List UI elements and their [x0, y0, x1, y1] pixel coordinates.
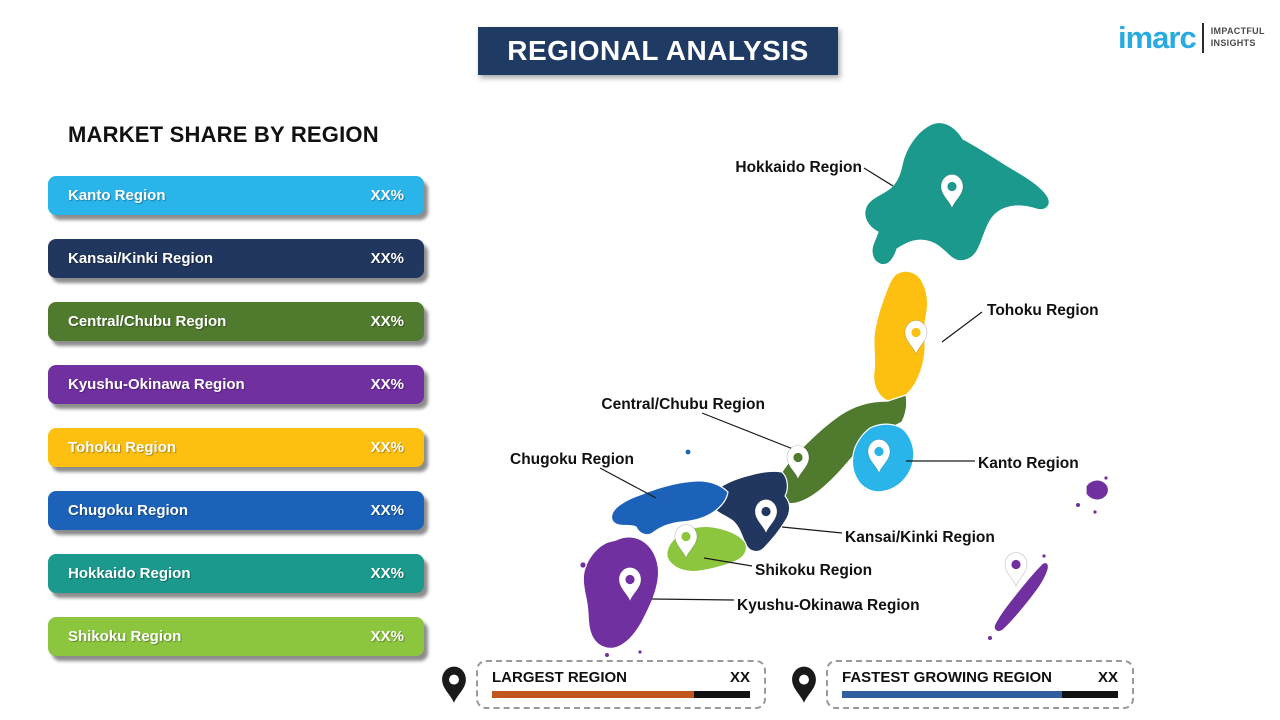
fastest-growing-region-box: FASTEST GROWING REGION XX: [826, 660, 1134, 709]
logo-tagline-line1: IMPACTFUL: [1210, 26, 1265, 37]
fastest-growing-region-bar-end: [1062, 691, 1118, 698]
region-value: XX%: [370, 628, 404, 645]
map-labels: Hokkaido Region Tohoku Region Central/Ch…: [510, 159, 1099, 614]
fastest-growing-region-value: XX: [1097, 669, 1118, 686]
market-share-item-shikoku: Shikoku Region XX%: [48, 617, 424, 656]
connector-chugoku: [599, 467, 657, 499]
hokkaido-pin-icon: [940, 174, 964, 209]
kyushu-pin-icon: [618, 567, 642, 602]
region-label: Shikoku Region: [68, 628, 182, 645]
market-share-item-kansai: Kansai/Kinki Region XX%: [48, 239, 424, 278]
region-kyushu: [579, 536, 660, 659]
logo-divider: [1201, 22, 1204, 53]
largest-region-box: LARGEST REGION XX: [476, 660, 766, 709]
largest-region-bar-end: [694, 691, 750, 698]
region-okinawa-islands: [986, 475, 1110, 642]
map-label-chubu: Central/Chubu Region: [601, 396, 765, 413]
fastest-growing-region-legend: FASTEST GROWING REGION XX: [790, 660, 1134, 709]
market-share-item-chugoku: Chugoku Region XX%: [48, 491, 424, 530]
map-label-tohoku: Tohoku Region: [987, 302, 1099, 319]
region-label: Chugoku Region: [68, 502, 188, 519]
market-share-item-kanto: Kanto Region XX%: [48, 176, 424, 215]
tohoku-pin-icon: [904, 320, 928, 355]
region-label: Kanto Region: [68, 187, 166, 204]
region-chugoku-islet: [684, 448, 692, 456]
map-label-chugoku: Chugoku Region: [510, 451, 634, 468]
connector-hokkaido: [863, 167, 894, 187]
fastest-growing-region-bar: [842, 691, 1118, 698]
largest-region-legend: LARGEST REGION XX: [440, 660, 766, 709]
imarc-logo-text: imarc: [1118, 20, 1197, 55]
market-share-item-hokkaido: Hokkaido Region XX%: [48, 554, 424, 593]
fastest-growing-region-pin-icon: [792, 666, 816, 703]
map-label-hokkaido: Hokkaido Region: [735, 159, 862, 176]
region-value: XX%: [370, 565, 404, 582]
largest-region-label: LARGEST REGION: [492, 669, 628, 686]
okinawa-pin-icon: [1004, 552, 1028, 587]
fastest-growing-region-label: FASTEST GROWING REGION: [842, 669, 1053, 686]
region-label: Hokkaido Region: [68, 565, 191, 582]
region-label: Tohoku Region: [68, 439, 177, 456]
connector-chubu: [701, 412, 794, 450]
connector-kansai: [781, 526, 843, 534]
largest-region-bar: [492, 691, 750, 698]
market-share-item-chubu: Central/Chubu Region XX%: [48, 302, 424, 341]
region-value: XX%: [370, 313, 404, 330]
map-connectors: [599, 167, 983, 601]
title-banner: REGIONAL ANALYSIS: [478, 27, 838, 75]
region-value: XX%: [370, 502, 404, 519]
connector-tohoku: [941, 311, 983, 343]
kansai-pin-icon: [754, 499, 778, 534]
region-kansai: [709, 470, 791, 553]
region-label: Kyushu-Okinawa Region: [68, 376, 245, 393]
region-value: XX%: [370, 376, 404, 393]
map-label-kanto: Kanto Region: [978, 455, 1079, 472]
connector-kyushu: [651, 598, 735, 601]
fastest-growing-region-bar-main: [842, 691, 1062, 698]
largest-region-bar-main: [492, 691, 694, 698]
logo-tagline-line2: INSIGHTS: [1210, 37, 1256, 48]
map-label-kansai: Kansai/Kinki Region: [845, 529, 995, 546]
region-chugoku: [610, 480, 729, 536]
shikoku-pin-icon: [674, 524, 698, 559]
kanto-pin-icon: [867, 439, 891, 474]
market-share-heading: MARKET SHARE BY REGION: [68, 122, 379, 147]
region-value: XX%: [370, 187, 404, 204]
chubu-pin-icon: [786, 445, 810, 480]
largest-region-value: XX: [729, 669, 750, 686]
region-value: XX%: [370, 439, 404, 456]
region-value: XX%: [370, 250, 404, 267]
map-label-kyushu-okinawa: Kyushu-Okinawa Region: [737, 597, 920, 614]
market-share-list: Kanto Region XX% Kansai/Kinki Region XX%…: [48, 176, 424, 680]
region-label: Kansai/Kinki Region: [68, 250, 214, 267]
page-title: REGIONAL ANALYSIS: [507, 35, 809, 66]
map-label-shikoku: Shikoku Region: [755, 562, 872, 579]
largest-region-pin-icon: [442, 666, 466, 703]
region-label: Central/Chubu Region: [68, 313, 227, 330]
map-pins: [618, 174, 1028, 602]
imarc-logo: imarc IMPACTFUL INSIGHTS: [1118, 22, 1265, 53]
connector-shikoku: [703, 557, 753, 567]
market-share-item-kyushu: Kyushu-Okinawa Region XX%: [48, 365, 424, 404]
market-share-item-tohoku: Tohoku Region XX%: [48, 428, 424, 467]
logo-tagline: IMPACTFUL INSIGHTS: [1211, 26, 1265, 49]
